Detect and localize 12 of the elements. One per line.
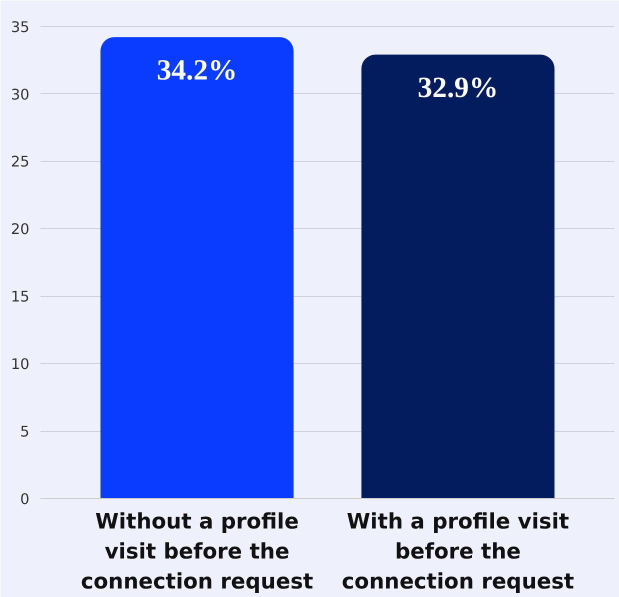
y-tick-label: 25 bbox=[10, 154, 30, 171]
data-label: 32.9% bbox=[418, 72, 498, 104]
y-tick-label: 30 bbox=[10, 86, 30, 104]
y-tick-label: 20 bbox=[10, 221, 30, 238]
y-tick-label: 10 bbox=[10, 356, 30, 374]
y-tick-label: 15 bbox=[10, 288, 30, 306]
y-tick-label: 35 bbox=[10, 18, 30, 36]
y-tick-label: 5 bbox=[20, 424, 30, 441]
x-tick-label: Without a profile visit before the connection request bbox=[80, 510, 314, 594]
y-tick-label: 0 bbox=[20, 491, 30, 508]
x-tick-label: With a profile visit before the connection request bbox=[342, 510, 574, 594]
data-label: 34.2% bbox=[156, 54, 238, 87]
